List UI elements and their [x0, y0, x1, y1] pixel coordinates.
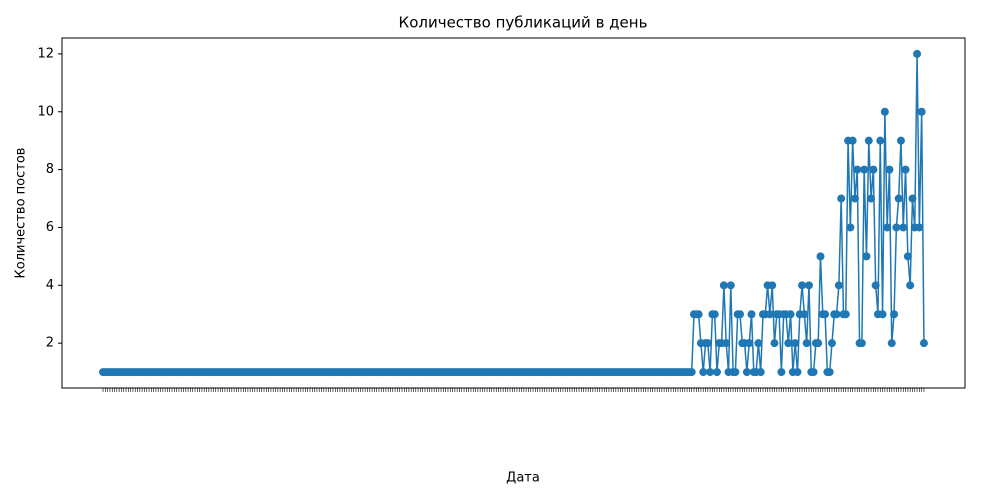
- data-point: [864, 136, 873, 145]
- data-point: [871, 281, 880, 290]
- data-point: [699, 368, 708, 377]
- data-point: [883, 223, 892, 232]
- data-point: [745, 339, 754, 348]
- data-point: [770, 339, 779, 348]
- data-point: [867, 194, 876, 203]
- data-point: [841, 310, 850, 319]
- data-point: [832, 310, 841, 319]
- y-tick-label: 6: [46, 220, 54, 235]
- data-point: [814, 339, 823, 348]
- data-point: [821, 310, 830, 319]
- data-point: [903, 252, 912, 261]
- data-point: [798, 281, 807, 290]
- data-point: [850, 194, 859, 203]
- data-point: [754, 339, 763, 348]
- data-point: [784, 339, 793, 348]
- data-point: [919, 339, 928, 348]
- data-point: [731, 368, 740, 377]
- data-point: [887, 339, 896, 348]
- data-point: [800, 310, 809, 319]
- data-point: [827, 339, 836, 348]
- data-point: [706, 368, 715, 377]
- data-point: [896, 136, 905, 145]
- data-point: [694, 310, 703, 319]
- data-point: [901, 165, 910, 174]
- data-point: [793, 368, 802, 377]
- data-point: [860, 165, 869, 174]
- chart-title: Количество публикаций в день: [399, 14, 648, 32]
- data-point: [786, 310, 795, 319]
- data-point: [837, 194, 846, 203]
- y-tick-label: 10: [37, 104, 54, 119]
- data-point: [777, 368, 786, 377]
- data-point: [913, 49, 922, 58]
- data-point: [834, 281, 843, 290]
- data-point: [862, 252, 871, 261]
- data-point: [791, 339, 800, 348]
- data-point: [765, 310, 774, 319]
- data-point: [756, 368, 765, 377]
- y-tick-label: 8: [46, 162, 54, 177]
- data-line: [103, 53, 925, 373]
- data-point: [880, 107, 889, 116]
- data-point: [890, 310, 899, 319]
- data-point: [726, 281, 735, 290]
- data-point: [713, 368, 722, 377]
- data-point: [915, 223, 924, 232]
- data-point: [853, 165, 862, 174]
- data-point: [846, 223, 855, 232]
- plot-frame: [61, 37, 966, 389]
- data-point: [742, 368, 751, 377]
- data-point: [908, 194, 917, 203]
- data-point: [816, 252, 825, 261]
- data-point: [876, 136, 885, 145]
- data-point: [906, 281, 915, 290]
- data-point: [710, 310, 719, 319]
- data-point: [804, 281, 813, 290]
- data-point: [735, 310, 744, 319]
- data-point: [719, 281, 728, 290]
- y-axis-label: Количество постов: [14, 148, 29, 279]
- data-point: [747, 310, 756, 319]
- y-tick-label: 12: [37, 46, 54, 61]
- data-point: [917, 107, 926, 116]
- data-point: [892, 223, 901, 232]
- data-point: [878, 310, 887, 319]
- data-point: [857, 339, 866, 348]
- data-point: [885, 165, 894, 174]
- data-point: [768, 281, 777, 290]
- data-point: [802, 339, 811, 348]
- data-point: [899, 223, 908, 232]
- data-point: [809, 368, 818, 377]
- x-axis-label: Дата: [506, 471, 540, 486]
- y-tick-label: 4: [46, 278, 54, 293]
- data-point: [687, 368, 696, 377]
- data-point: [869, 165, 878, 174]
- data-point: [722, 339, 731, 348]
- y-tick-label: 2: [46, 336, 54, 351]
- data-point: [894, 194, 903, 203]
- data-point: [848, 136, 857, 145]
- data-point: [825, 368, 834, 377]
- data-point: [703, 339, 712, 348]
